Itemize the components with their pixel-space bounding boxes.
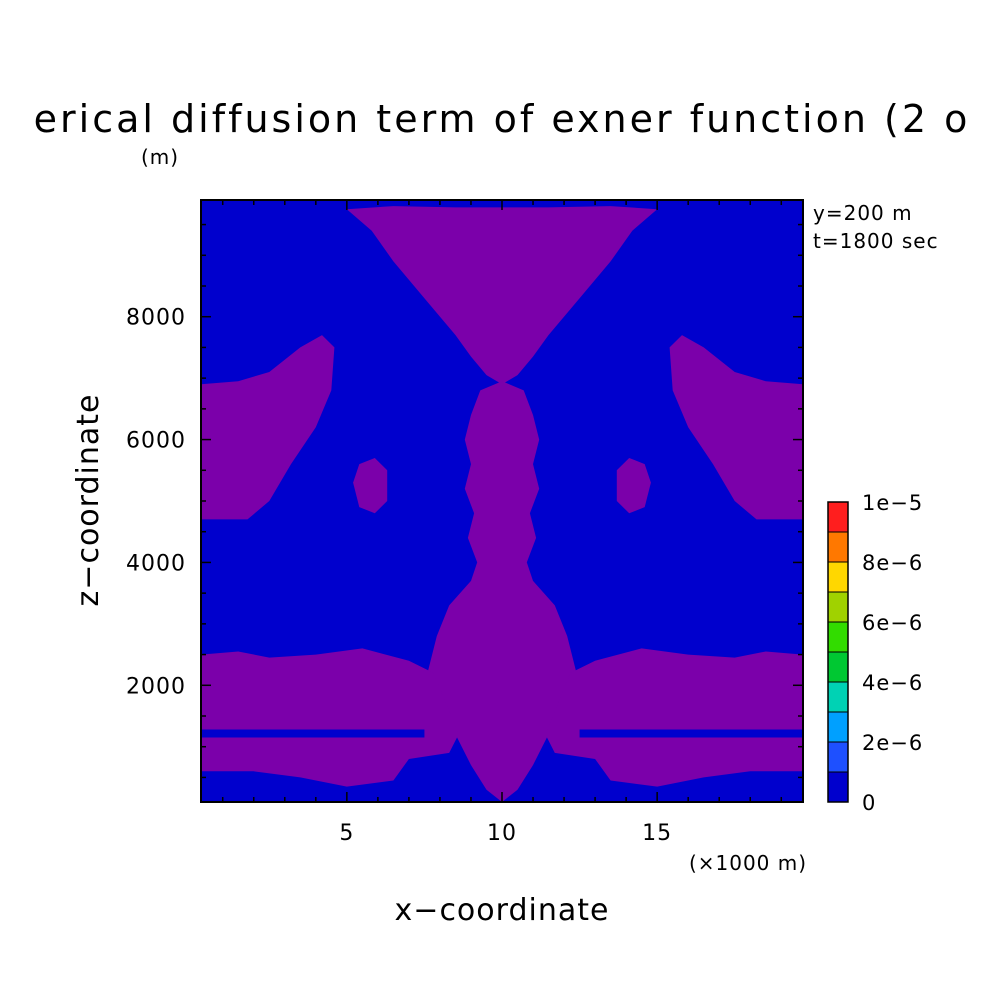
y-unit-label: (m) <box>141 145 179 169</box>
colorbar-segment <box>827 771 849 803</box>
chart-title: erical diffusion term of exner function … <box>34 97 971 141</box>
x-axis-title: x−coordinate <box>395 893 610 928</box>
plot-frame <box>200 199 804 803</box>
colorbar-label: 1e−5 <box>862 491 923 515</box>
y-tick-label: 4000 <box>126 551 186 576</box>
colorbar-frame <box>827 501 849 803</box>
annotation-t: t=1800 sec <box>813 229 939 253</box>
x-unit-label: (×1000 m) <box>689 851 807 875</box>
colorbar <box>827 501 849 803</box>
y-tick-label: 2000 <box>126 674 186 699</box>
colorbar-label: 4e−6 <box>862 671 923 695</box>
y-axis-title: z−coordinate <box>71 394 106 607</box>
region-right-upper-lobe <box>669 335 803 520</box>
x-tick-label: 15 <box>642 821 672 846</box>
y-tick-labels: 2000 4000 6000 8000 <box>126 306 186 700</box>
region-top-dome <box>346 206 658 385</box>
colorbar-segment <box>827 531 849 563</box>
y-tick-label: 8000 <box>126 306 186 331</box>
annotation-y: y=200 m <box>813 201 913 225</box>
colorbar-segment <box>827 681 849 713</box>
x-tick-label: 5 <box>339 821 354 846</box>
region-central-column <box>427 381 577 802</box>
region-left-lower-band <box>201 648 459 787</box>
colorbar-segment <box>827 621 849 653</box>
colorbar-label: 8e−6 <box>862 551 923 575</box>
region-left-upper-lobe <box>201 335 335 520</box>
colorbar-label: 0 <box>862 791 876 815</box>
x-tick-label: 10 <box>487 821 517 846</box>
colorbar-segment <box>827 711 849 743</box>
x-tick-labels: 5 10 15 <box>339 821 672 846</box>
colorbar-segment <box>827 741 849 773</box>
colorbar-segment <box>827 651 849 683</box>
colorbar-segment <box>827 591 849 623</box>
right-blue-stripe <box>579 729 803 738</box>
colorbar-segment <box>827 561 849 593</box>
colorbar-label: 6e−6 <box>862 611 923 635</box>
contour-regions <box>201 206 803 802</box>
region-left-small-blob <box>353 458 388 514</box>
y-tick-label: 6000 <box>126 429 186 454</box>
colorbar-labels: 0 2e−6 4e−6 6e−6 8e−6 1e−5 <box>862 491 923 815</box>
region-right-lower-band <box>545 648 803 787</box>
left-blue-stripe <box>201 729 425 738</box>
colorbar-segment <box>827 501 849 533</box>
region-right-small-blob <box>616 458 651 514</box>
colorbar-label: 2e−6 <box>862 731 923 755</box>
